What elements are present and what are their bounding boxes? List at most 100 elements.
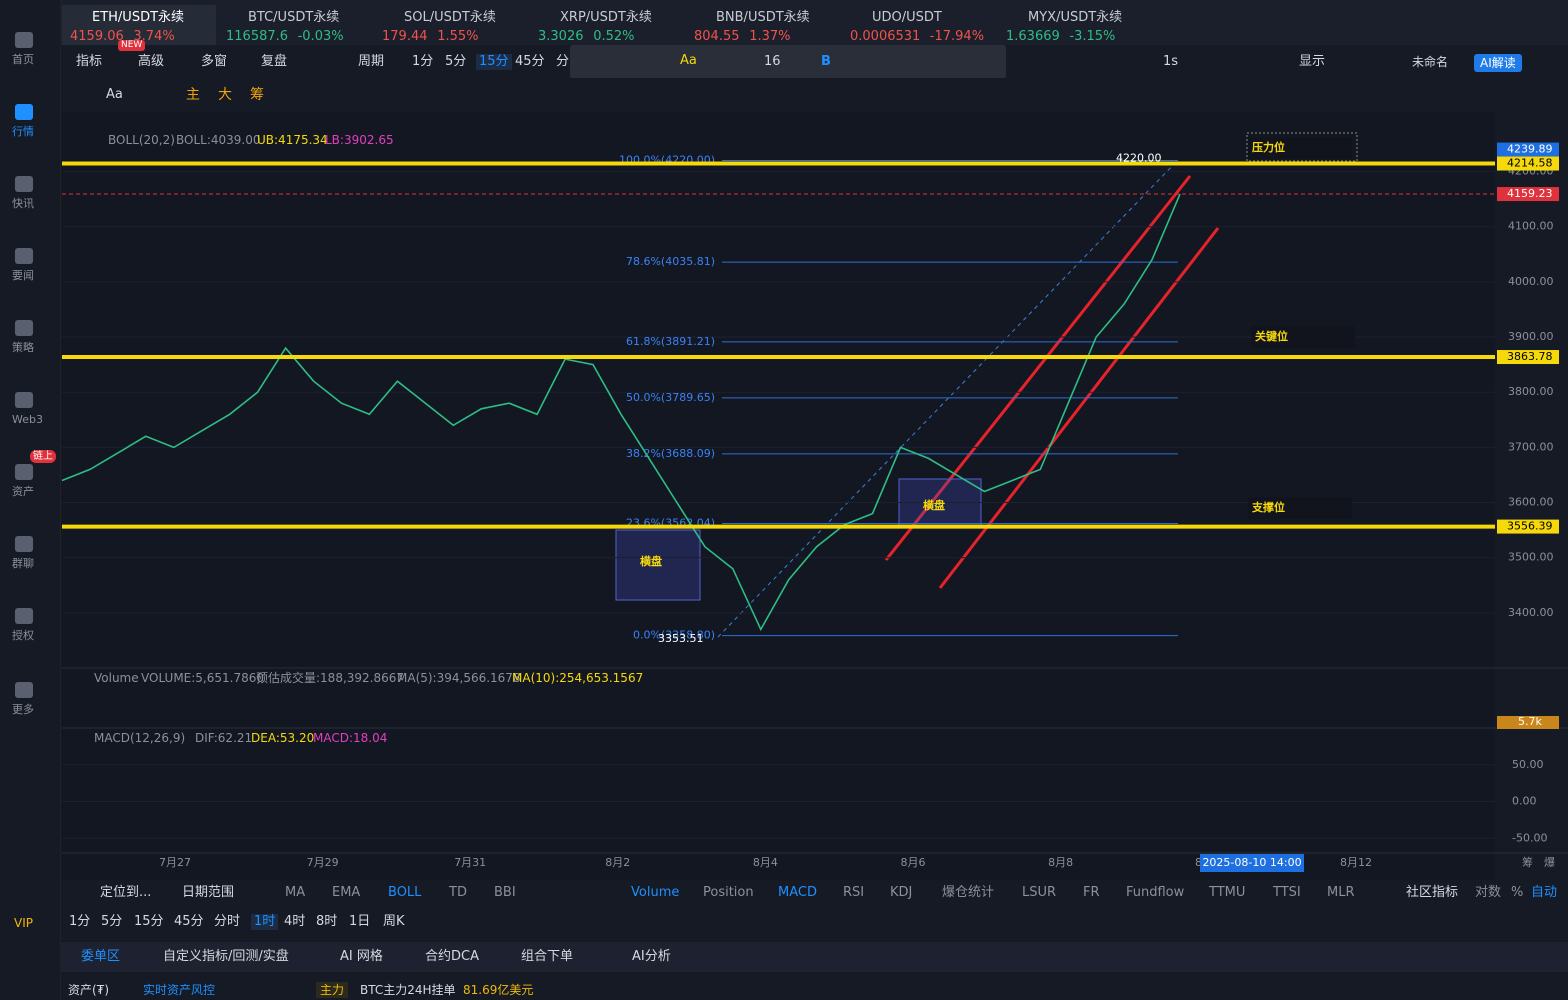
sidebar-icon[interactable] [15, 32, 33, 48]
sidebar-icon[interactable] [15, 392, 33, 408]
range-label: 横盘 [923, 498, 945, 512]
timeframe[interactable]: 45分 [174, 914, 204, 929]
timeframe[interactable]: 8时 [316, 914, 338, 929]
sidebar-icon[interactable] [15, 176, 33, 192]
sub-indicator[interactable]: TTMU [1209, 885, 1246, 900]
date-range[interactable]: 日期范围 [182, 885, 235, 900]
main-indicator[interactable]: BOLL [388, 885, 422, 900]
sub-indicator[interactable]: MACD [778, 885, 817, 900]
sub-indicator[interactable]: Volume [631, 885, 680, 900]
tab-symbol[interactable]: UDO/USDT [872, 10, 942, 25]
toolbar-item[interactable]: 1分 [412, 54, 434, 69]
tab-symbol[interactable]: MYX/USDT永续 [1028, 10, 1123, 25]
interval[interactable]: 1s [1163, 54, 1179, 69]
toolbar-item[interactable]: 高级 [138, 54, 165, 69]
risk-link[interactable]: 实时资产风控 [143, 983, 216, 997]
sub-indicator[interactable]: MLR [1327, 885, 1355, 900]
boll-name: BOLL(20,2) [108, 133, 175, 147]
timeframe[interactable]: 1分 [69, 914, 91, 929]
ai-button[interactable]: AI解读 [1474, 54, 1522, 72]
toolbar-item[interactable]: 分 [556, 54, 570, 69]
sub-indicator[interactable]: RSI [843, 885, 865, 900]
bold-button[interactable]: B [821, 54, 831, 69]
toolbar-item[interactable]: 多窗 [201, 54, 228, 69]
tab-symbol[interactable]: BTC/USDT永续 [248, 10, 340, 25]
active-tab[interactable] [62, 5, 216, 45]
timeframe[interactable]: 1日 [349, 914, 371, 929]
panel-tab[interactable]: 自定义指标/回测/实盘 [163, 949, 289, 964]
timeframe[interactable]: 分时 [214, 914, 241, 929]
panel-tab[interactable]: 组合下单 [521, 949, 574, 964]
axis-corner: 爆 [1544, 855, 1555, 869]
panel-tab[interactable]: AI分析 [632, 949, 671, 964]
sidebar-label[interactable]: 要闻 [12, 269, 34, 282]
sub-indicator[interactable]: TTSI [1273, 885, 1301, 900]
panel-tab[interactable]: 合约DCA [425, 949, 479, 964]
timeframe[interactable]: 5分 [101, 914, 123, 929]
locate-button[interactable]: 定位到... [100, 885, 152, 900]
panel-tab[interactable]: AI 网格 [340, 949, 383, 964]
tab-price: 179.44 [382, 29, 428, 44]
tab-symbol[interactable]: SOL/USDT永续 [404, 10, 496, 25]
sidebar-label[interactable]: 授权 [12, 629, 34, 642]
sidebar-label[interactable]: Web3 [12, 413, 43, 426]
tab-symbol[interactable]: XRP/USDT永续 [560, 10, 652, 25]
tab-change: 1.37% [749, 29, 791, 44]
draw-tag[interactable]: 主 [186, 87, 200, 103]
draw-tag[interactable]: 筹 [250, 87, 264, 103]
scale-option[interactable]: 对数 [1475, 885, 1502, 900]
toolbar-item[interactable]: 15分 [476, 54, 512, 70]
toolbar-item[interactable]: 指标 [76, 54, 103, 69]
sidebar-icon[interactable] [15, 104, 33, 120]
timeframe[interactable]: 1时 [251, 914, 279, 930]
tab-price: 804.55 [694, 29, 740, 44]
sidebar-label[interactable]: 更多 [12, 703, 34, 716]
draw-tag[interactable]: 大 [218, 87, 232, 103]
main-indicator[interactable]: MA [285, 885, 306, 900]
sidebar-icon[interactable] [15, 682, 33, 698]
sidebar-icon[interactable] [15, 248, 33, 264]
toolbar-item[interactable]: 5分 [445, 54, 467, 69]
layout-name[interactable]: 未命名 [1412, 55, 1449, 69]
font-button[interactable]: Aa [680, 53, 697, 68]
sub-indicator[interactable]: Fundflow [1126, 885, 1185, 900]
text-tool[interactable]: Aa [106, 87, 123, 102]
toolbar-item[interactable]: 复盘 [261, 54, 288, 69]
vip[interactable]: VIP [14, 916, 33, 930]
main-indicator[interactable]: EMA [332, 885, 361, 900]
sidebar-label[interactable]: 行情 [12, 125, 34, 138]
main-indicator[interactable]: TD [449, 885, 467, 900]
display-button[interactable]: 显示 [1299, 54, 1326, 69]
timeframe[interactable]: 15分 [134, 914, 164, 929]
sidebar-icon[interactable] [15, 536, 33, 552]
tab-symbol[interactable]: BNB/USDT永续 [716, 10, 810, 25]
sidebar-label[interactable]: 资产 [12, 485, 34, 498]
sub-indicator[interactable]: KDJ [890, 885, 913, 900]
scale-option[interactable]: 自动 [1531, 885, 1558, 900]
sidebar-label[interactable]: 首页 [12, 53, 34, 66]
toolbar-item[interactable]: 45分 [515, 54, 545, 69]
price-line [61, 193, 1181, 632]
sub-indicator[interactable]: LSUR [1022, 885, 1057, 900]
sidebar-icon[interactable] [15, 320, 33, 336]
timeframe[interactable]: 4时 [284, 914, 306, 929]
tab-symbol[interactable]: ETH/USDT永续 [92, 10, 185, 25]
panel-tab[interactable]: 委单区 [81, 949, 121, 964]
sub-indicator[interactable]: FR [1083, 885, 1100, 900]
sub-indicator[interactable]: Position [703, 885, 754, 900]
toolbar-item[interactable]: 周期 [358, 54, 385, 69]
main-indicator[interactable]: BBI [494, 885, 516, 900]
sidebar-icon[interactable] [15, 464, 33, 480]
sidebar-label[interactable]: 快讯 [12, 197, 34, 210]
timeframe[interactable]: 周K [383, 914, 405, 929]
volume-box [1497, 716, 1559, 729]
social-indicators[interactable]: 社区指标 [1406, 885, 1459, 900]
sub-indicator[interactable]: 爆仓统计 [942, 885, 995, 900]
font-size[interactable]: 16 [764, 54, 781, 69]
sidebar-label[interactable]: 策略 [12, 341, 34, 354]
sidebar-icon[interactable] [15, 608, 33, 624]
sidebar-label[interactable]: 群聊 [12, 557, 34, 570]
macd-legend: MACD(12,26,9) [94, 731, 186, 745]
fib-label: 61.8%(3891.21) [626, 335, 715, 348]
scale-option[interactable]: % [1511, 885, 1524, 900]
